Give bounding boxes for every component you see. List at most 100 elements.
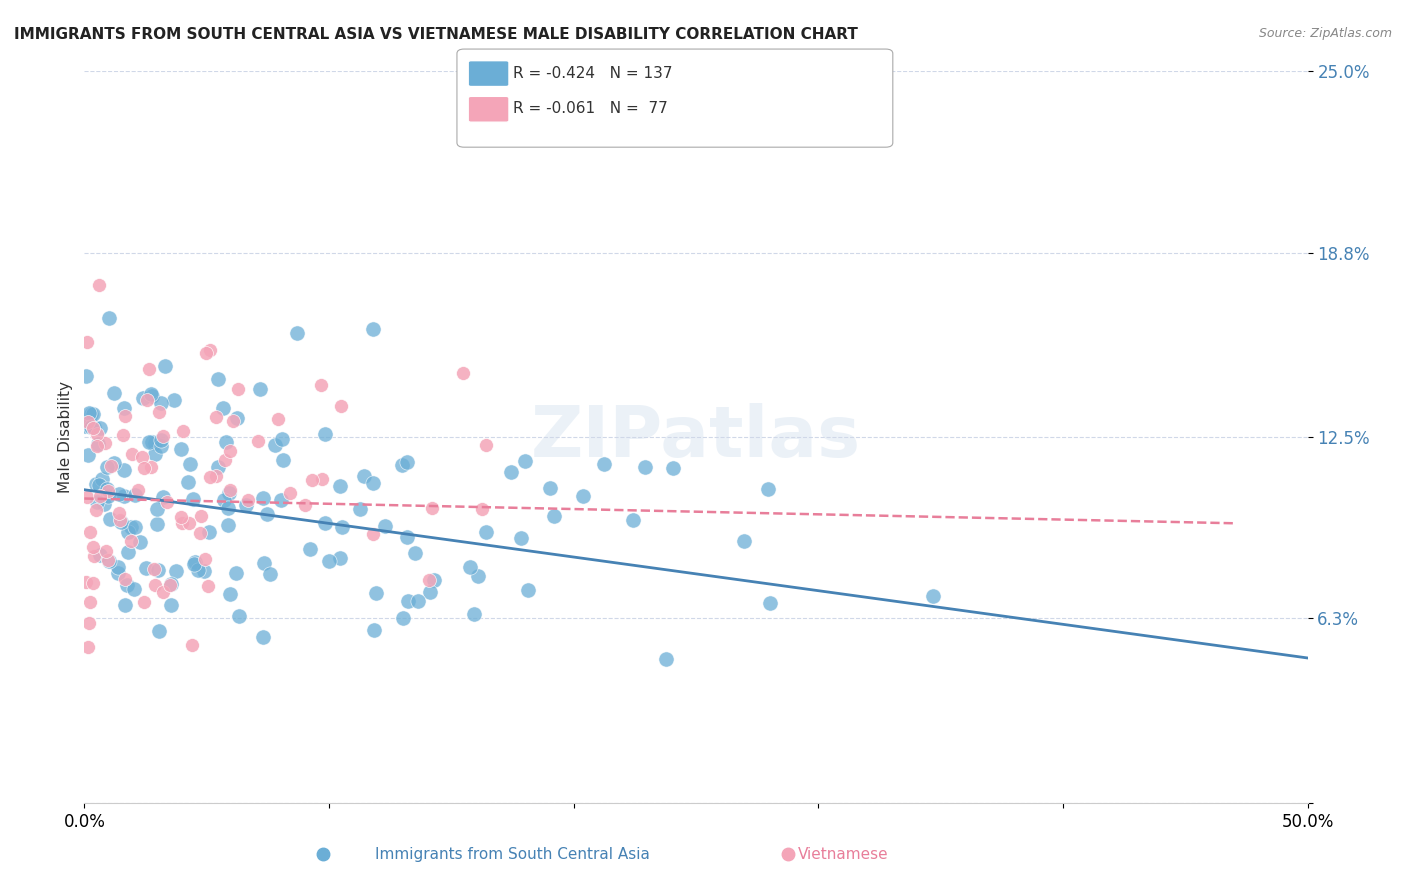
Point bbox=[205, 469, 228, 483]
Point bbox=[214, 492, 236, 507]
Point bbox=[396, 594, 419, 608]
Point bbox=[82, 576, 104, 591]
Point bbox=[419, 585, 441, 599]
Point bbox=[179, 457, 201, 471]
Point bbox=[115, 577, 138, 591]
Point bbox=[98, 512, 121, 526]
Point bbox=[458, 560, 481, 574]
Point bbox=[148, 405, 170, 419]
Point bbox=[311, 472, 333, 486]
Point bbox=[330, 519, 353, 533]
Point bbox=[79, 524, 101, 539]
Point bbox=[111, 428, 134, 442]
Point bbox=[330, 399, 353, 413]
Point bbox=[146, 501, 169, 516]
Text: R = -0.061   N =  77: R = -0.061 N = 77 bbox=[513, 102, 668, 116]
Point bbox=[114, 409, 136, 423]
Point bbox=[921, 589, 943, 603]
Point bbox=[177, 475, 200, 489]
Point bbox=[197, 579, 219, 593]
Point bbox=[187, 563, 209, 577]
Point bbox=[215, 434, 238, 449]
Point bbox=[93, 497, 115, 511]
Point bbox=[142, 562, 165, 576]
Point bbox=[634, 460, 657, 475]
Point bbox=[198, 524, 221, 539]
Point bbox=[756, 482, 779, 496]
Point bbox=[110, 515, 132, 529]
Point bbox=[98, 311, 121, 326]
Point bbox=[194, 551, 217, 566]
Point bbox=[145, 447, 167, 461]
Point bbox=[75, 575, 97, 590]
Point bbox=[463, 607, 485, 621]
Point bbox=[759, 596, 782, 610]
Point bbox=[89, 489, 111, 503]
Point bbox=[222, 414, 245, 428]
Point bbox=[76, 491, 98, 505]
Point bbox=[193, 564, 215, 578]
Point bbox=[198, 470, 221, 484]
Point bbox=[141, 387, 163, 401]
Point bbox=[366, 586, 388, 600]
Point bbox=[141, 389, 163, 403]
Point bbox=[179, 516, 201, 530]
Point bbox=[253, 556, 276, 570]
Point bbox=[76, 415, 98, 429]
Point bbox=[361, 476, 384, 491]
Point bbox=[363, 623, 385, 637]
Point bbox=[235, 498, 257, 512]
Point bbox=[280, 486, 302, 500]
Point bbox=[184, 555, 207, 569]
Point bbox=[83, 420, 105, 434]
Point bbox=[82, 421, 104, 435]
Point bbox=[96, 459, 118, 474]
Point bbox=[79, 419, 101, 434]
Point bbox=[538, 481, 561, 495]
Point bbox=[271, 432, 294, 446]
Point bbox=[76, 334, 98, 349]
Point bbox=[329, 551, 352, 566]
Point bbox=[149, 433, 172, 447]
Point bbox=[83, 549, 105, 563]
Point bbox=[733, 534, 755, 549]
Point bbox=[79, 406, 101, 420]
Point bbox=[131, 450, 153, 465]
Point bbox=[183, 557, 205, 571]
Point bbox=[132, 595, 155, 609]
Point bbox=[420, 500, 443, 515]
Point bbox=[135, 561, 157, 575]
Point bbox=[318, 554, 340, 568]
Point bbox=[205, 409, 228, 424]
Point bbox=[146, 516, 169, 531]
Point bbox=[122, 582, 145, 597]
Point bbox=[543, 508, 565, 523]
Point bbox=[298, 542, 321, 557]
Point bbox=[475, 524, 498, 539]
Point bbox=[309, 378, 332, 392]
Point bbox=[256, 508, 278, 522]
Point bbox=[353, 469, 375, 483]
Point bbox=[94, 436, 117, 450]
Point bbox=[124, 488, 146, 502]
Point bbox=[267, 412, 290, 426]
Point bbox=[117, 545, 139, 559]
Point bbox=[159, 577, 181, 591]
Point bbox=[139, 459, 162, 474]
Point bbox=[108, 513, 131, 527]
Point bbox=[127, 483, 149, 497]
Point bbox=[226, 382, 249, 396]
Point bbox=[501, 465, 523, 479]
Point bbox=[112, 401, 135, 416]
Point bbox=[152, 491, 174, 505]
Point bbox=[259, 566, 281, 581]
Point bbox=[79, 615, 101, 630]
Point bbox=[121, 447, 143, 461]
Point bbox=[150, 396, 173, 410]
Point bbox=[84, 476, 107, 491]
Point bbox=[82, 540, 104, 554]
Point bbox=[112, 463, 135, 477]
Point bbox=[217, 501, 239, 516]
Point bbox=[94, 544, 117, 558]
Point bbox=[219, 443, 242, 458]
